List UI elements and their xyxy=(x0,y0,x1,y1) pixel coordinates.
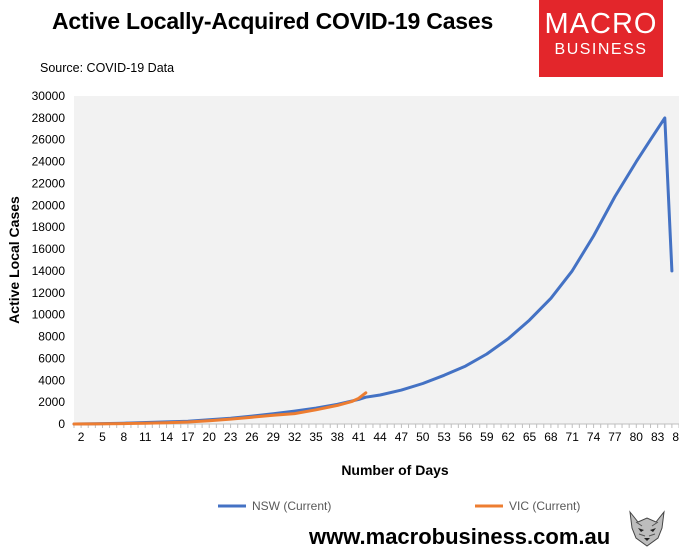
series-layer xyxy=(72,116,674,426)
macrobusiness-logo: MACRO BUSINESS xyxy=(539,0,663,77)
x-axis: 2 5 8 11 14 17 20 23 26 29 32 35 38 41 44 47 50 53 56 59 62 6… xyxy=(73,423,679,444)
x-tick-label: 14 xyxy=(160,430,174,444)
y-axis: 0 2000 4000 6000 8000 10000 12000 14000 16000 180… xyxy=(32,89,66,431)
x-tick-label: 35 xyxy=(309,430,323,444)
x-tick-label: 44 xyxy=(373,430,387,444)
x-tick-label: 32 xyxy=(288,430,302,444)
x-tick-label: 83 xyxy=(651,430,665,444)
plot-area xyxy=(74,96,679,424)
y-tick-label: 16000 xyxy=(32,242,66,256)
y-tick-label: 26000 xyxy=(32,133,66,147)
x-tick-label: 29 xyxy=(267,430,281,444)
x-tick-label: 47 xyxy=(395,430,409,444)
logo-line-1: MACRO xyxy=(544,8,658,40)
x-tick-label: 59 xyxy=(480,430,494,444)
y-tick-label: 6000 xyxy=(38,351,65,365)
legend: NSW (Current) VIC (Current) xyxy=(218,499,580,513)
y-tick-label: 20000 xyxy=(32,198,66,212)
x-tick-label: 23 xyxy=(224,430,238,444)
x-tick-label: 86 xyxy=(672,430,679,444)
x-tick-label: 8 xyxy=(120,430,127,444)
x-tick-label: 17 xyxy=(181,430,195,444)
legend-nsw-label: NSW (Current) xyxy=(252,499,331,513)
x-tick-label: 11 xyxy=(139,430,152,444)
y-tick-label: 18000 xyxy=(32,220,66,234)
x-tick-label: 20 xyxy=(203,430,217,444)
y-axis-label: Active Local Cases xyxy=(6,196,22,324)
vic-series-line xyxy=(72,391,368,426)
x-tick-label: 53 xyxy=(437,430,451,444)
legend-vic-label: VIC (Current) xyxy=(509,499,580,513)
y-tick-label: 12000 xyxy=(32,286,66,300)
x-tick-label: 38 xyxy=(331,430,345,444)
x-tick-label: 68 xyxy=(544,430,558,444)
x-tick-label: 65 xyxy=(523,430,537,444)
y-tick-label: 28000 xyxy=(32,111,66,125)
x-axis-label: Number of Days xyxy=(341,462,449,478)
wolf-icon xyxy=(624,508,670,548)
y-tick-label: 10000 xyxy=(32,308,66,322)
x-tick-label: 50 xyxy=(416,430,430,444)
chart-source: Source: COVID-19 Data xyxy=(40,61,175,75)
website-url: www.macrobusiness.com.au xyxy=(309,524,611,549)
y-tick-label: 2000 xyxy=(38,395,65,409)
x-tick-label: 74 xyxy=(587,430,601,444)
y-tick-label: 22000 xyxy=(32,176,66,190)
x-tick-label: 56 xyxy=(459,430,473,444)
y-tick-label: 8000 xyxy=(38,330,65,344)
x-tick-label: 71 xyxy=(566,430,580,444)
y-tick-label: 24000 xyxy=(32,155,66,169)
x-tick-label: 41 xyxy=(352,430,366,444)
x-tick-label: 5 xyxy=(99,430,106,444)
x-tick-label: 2 xyxy=(78,430,85,444)
x-tick-label: 62 xyxy=(501,430,515,444)
chart-title: Active Locally-Acquired COVID-19 Cases xyxy=(52,8,494,34)
y-tick-label: 30000 xyxy=(32,89,66,103)
x-tick-label: 77 xyxy=(608,430,622,444)
y-tick-label: 0 xyxy=(58,417,65,431)
logo-line-2: BUSINESS xyxy=(554,41,648,58)
y-tick-label: 4000 xyxy=(38,373,65,387)
x-tick-label: 26 xyxy=(245,430,259,444)
x-tick-label: 80 xyxy=(630,430,644,444)
y-tick-label: 14000 xyxy=(32,264,66,278)
